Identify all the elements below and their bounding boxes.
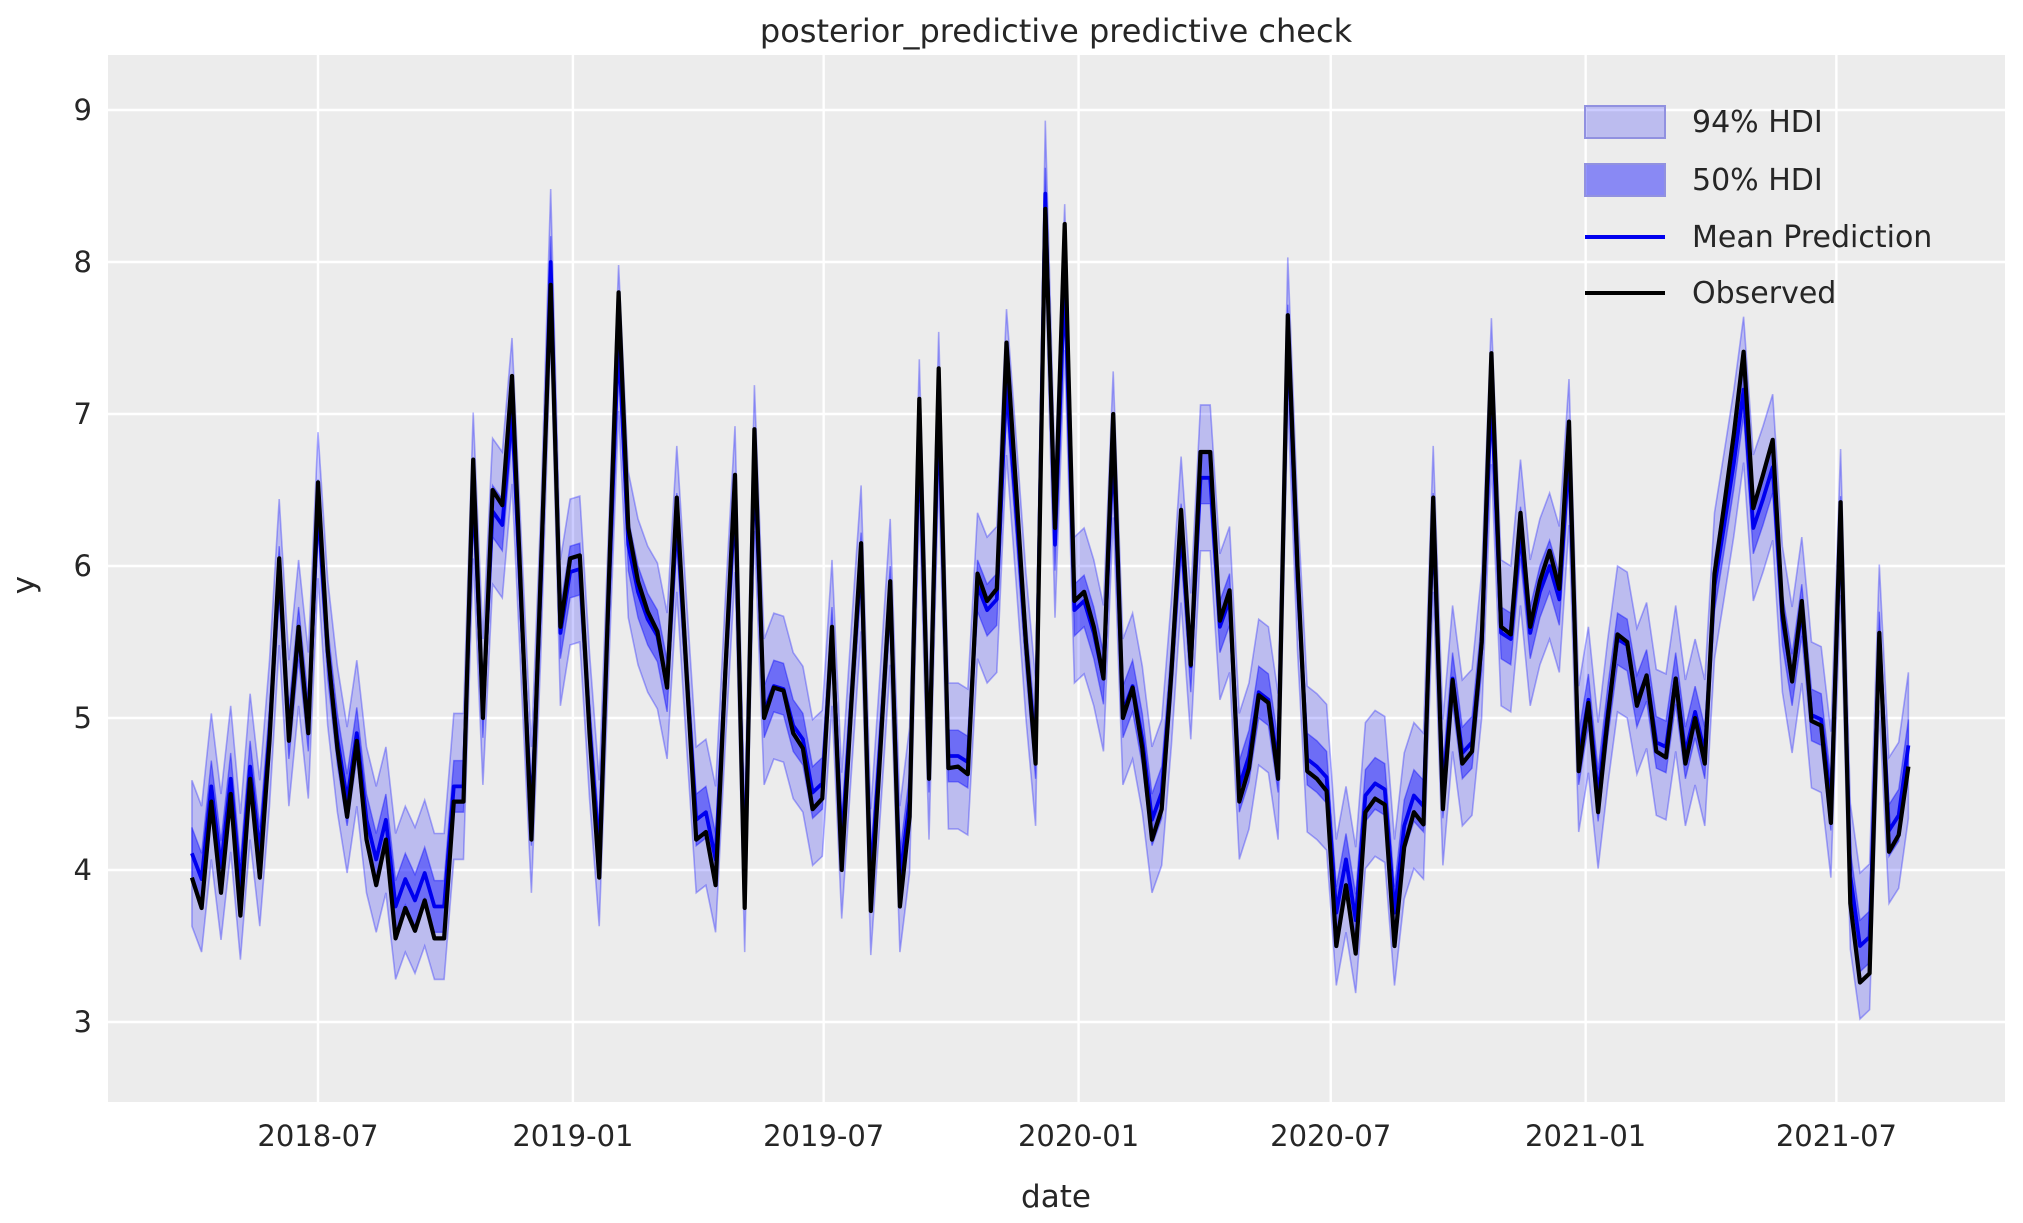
plot-background [108, 55, 2005, 1102]
legend-label: 94% HDI [1692, 105, 1823, 140]
y-tick-label: 5 [74, 701, 92, 735]
y-tick-label: 9 [74, 93, 92, 127]
y-tick-label: 3 [74, 1005, 92, 1039]
x-tick-label: 2020-07 [1270, 1119, 1391, 1153]
y-tick-label: 7 [74, 397, 92, 431]
y-tick-label: 6 [74, 549, 92, 583]
x-tick-label: 2019-07 [763, 1119, 884, 1153]
x-tick-labels: 2018-07 2019-01 2019-07 2020-01 2020-07 2021-… [257, 1119, 1897, 1153]
y-tick-label: 8 [74, 245, 92, 279]
legend: 94% HDI 50% HDI Mean Prediction Observed [1584, 105, 1932, 311]
x-tick-label: 2019-01 [512, 1119, 633, 1153]
observed-line [189, 206, 1911, 985]
x-tick-label: 2018-07 [257, 1119, 378, 1153]
x-tick-label: 2021-07 [1776, 1119, 1897, 1153]
y-tick-label: 4 [74, 853, 92, 887]
legend-label: 50% HDI [1692, 163, 1823, 198]
chart-title: posterior_predictive predictive check [760, 12, 1353, 50]
data-lines [189, 191, 1911, 985]
legend-label: Mean Prediction [1692, 220, 1932, 255]
gridlines [108, 55, 2005, 1102]
x-tick-label: 2021-01 [1525, 1119, 1646, 1153]
x-tick-label: 2020-01 [1018, 1119, 1139, 1153]
legend-swatch-94-hdi [1584, 105, 1666, 139]
y-tick-labels: 3 4 5 6 7 8 9 [74, 93, 92, 1039]
y-axis-label: y [6, 576, 42, 594]
x-axis-label: date [1021, 1179, 1091, 1215]
legend-swatch-50-hdi [1584, 163, 1666, 197]
legend-label: Observed [1692, 276, 1836, 311]
